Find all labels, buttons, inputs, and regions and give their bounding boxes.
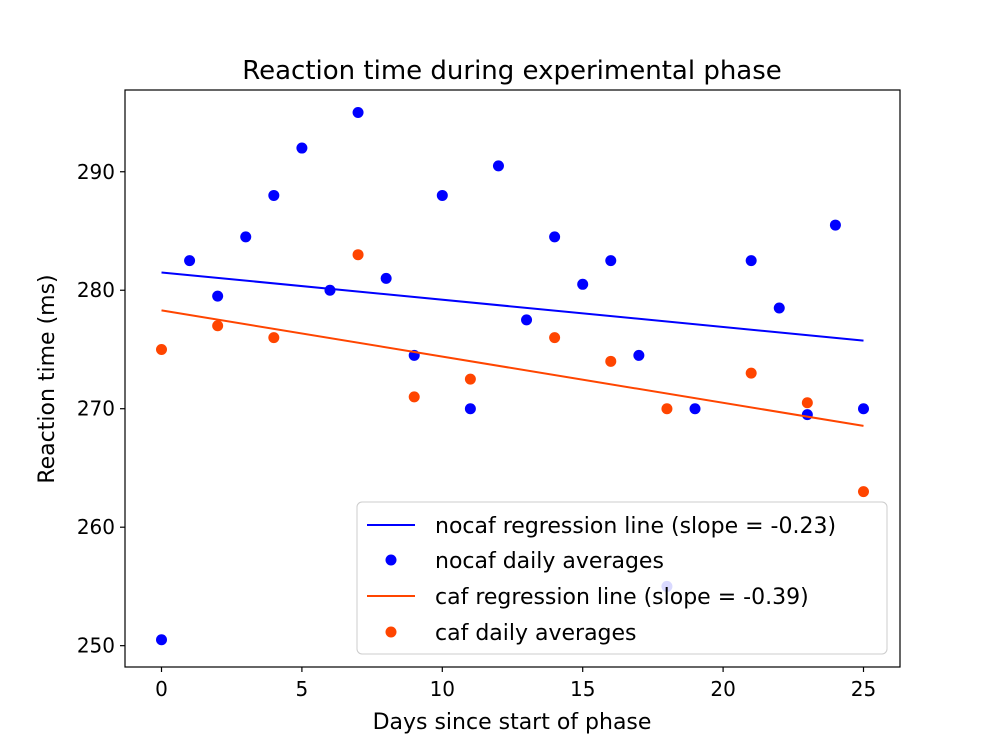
legend: nocaf regression line (slope = -0.23) noc… [356, 501, 888, 655]
data-point-1-0 [156, 634, 168, 646]
data-point-3-4 [408, 391, 420, 403]
plot-frame [124, 89, 901, 668]
data-point-3-6 [549, 332, 561, 344]
y-tick-label: 250 [77, 634, 115, 658]
y-tick-label: 290 [77, 160, 115, 184]
data-point-1-8 [380, 272, 392, 284]
legend-box [356, 501, 888, 655]
data-point-1-23 [829, 219, 841, 231]
data-point-1-19 [689, 403, 701, 415]
legend-marker-swatch [385, 626, 397, 638]
y-tick-label: 270 [77, 397, 115, 421]
y-axis-label: Reaction time (ms) [35, 274, 60, 483]
legend-marker-swatch [385, 554, 397, 566]
regression-line-0 [161, 271, 864, 342]
data-point-1-1 [184, 255, 196, 267]
legend-label: caf regression line (slope = -0.39) [435, 585, 809, 610]
data-point-1-11 [464, 403, 476, 415]
data-point-3-1 [212, 320, 224, 332]
data-point-1-6 [324, 284, 336, 296]
data-point-3-2 [268, 332, 280, 344]
x-tick-label: 5 [296, 677, 309, 701]
x-axis: 0 5 10 15 20 25 [155, 667, 876, 701]
data-point-1-17 [633, 349, 645, 361]
x-tick-label: 0 [155, 677, 168, 701]
regression-line-2 [161, 309, 864, 427]
legend-label: caf daily averages [435, 621, 637, 646]
x-tick-label: 10 [430, 677, 455, 701]
x-axis-label: Days since start of phase [373, 710, 652, 735]
data-point-1-10 [436, 189, 448, 201]
data-point-1-7 [352, 107, 364, 119]
data-point-3-0 [156, 343, 168, 355]
y-tick-label: 280 [77, 278, 115, 302]
data-point-1-13 [521, 314, 533, 326]
x-tick-label: 15 [570, 677, 595, 701]
data-point-1-21 [773, 302, 785, 314]
x-tick-label: 25 [851, 677, 876, 701]
data-point-3-7 [605, 355, 617, 367]
data-point-3-3 [352, 249, 364, 261]
data-point-1-12 [492, 160, 504, 172]
data-point-1-2 [212, 290, 224, 302]
plot-marks [156, 107, 869, 646]
x-tick-label: 20 [710, 677, 735, 701]
data-point-3-11 [857, 486, 869, 498]
data-point-1-20 [745, 255, 757, 267]
data-point-1-4 [268, 189, 280, 201]
data-point-3-9 [745, 367, 757, 379]
data-point-1-5 [296, 142, 308, 154]
data-point-1-16 [605, 255, 617, 267]
data-point-1-15 [577, 278, 589, 290]
legend-label: nocaf daily averages [435, 549, 664, 574]
legend-label: nocaf regression line (slope = -0.23) [435, 514, 836, 539]
data-point-1-3 [240, 231, 252, 243]
data-point-1-24 [857, 403, 869, 415]
y-axis: 250 260 270 280 290 [77, 160, 125, 658]
y-tick-label: 260 [77, 515, 115, 539]
data-point-3-10 [801, 397, 813, 409]
chart-title: Reaction time during experimental phase [242, 56, 782, 86]
data-point-1-22 [801, 409, 813, 421]
data-point-3-8 [661, 403, 673, 415]
data-point-3-5 [464, 373, 476, 385]
data-point-1-14 [549, 231, 561, 243]
